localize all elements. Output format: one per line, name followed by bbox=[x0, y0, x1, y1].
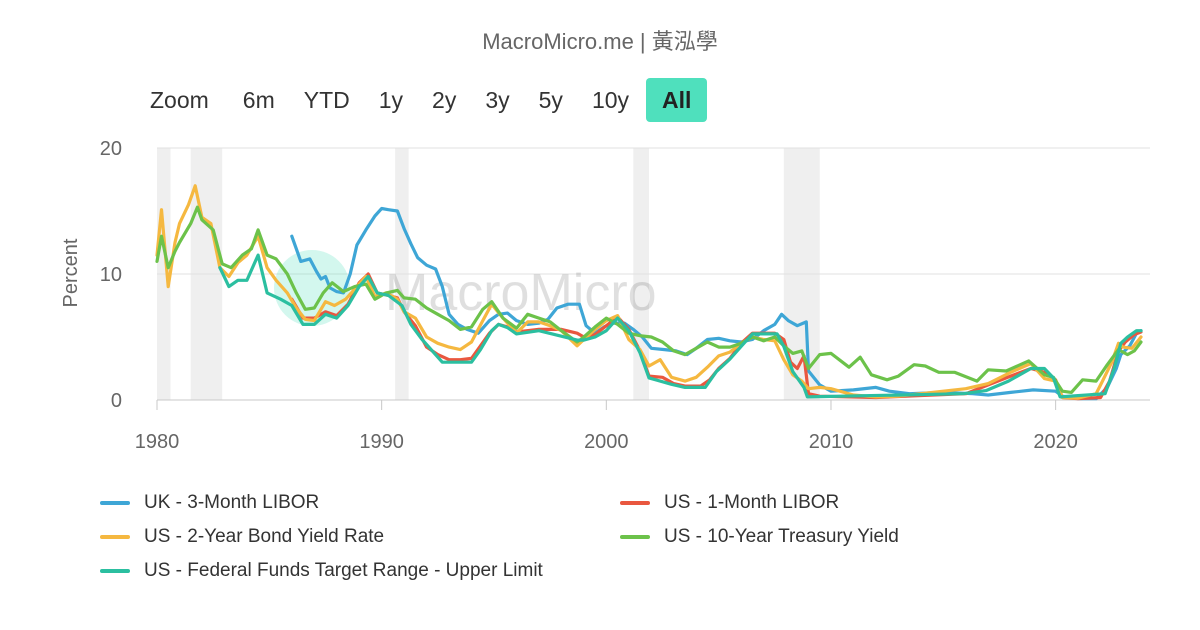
range-button-ytd[interactable]: YTD bbox=[303, 87, 350, 113]
legend-item-us-10y-yield[interactable]: US - 10-Year Treasury Yield bbox=[620, 526, 899, 548]
y-tick-label: 20 bbox=[100, 138, 122, 160]
legend: UK - 3-Month LIBOR US - 1-Month LIBOR US… bbox=[100, 492, 1100, 592]
range-selector: Zoom 6m YTD 1y 2y 3y 5y 10y All bbox=[150, 78, 712, 122]
x-tick-label: 2020 bbox=[1033, 431, 1078, 453]
grid-lines bbox=[157, 147, 1150, 401]
range-button-2y[interactable]: 2y bbox=[432, 87, 457, 113]
watermark-text: MacroMicro bbox=[385, 264, 657, 322]
legend-swatch-icon bbox=[100, 569, 130, 573]
legend-swatch-icon bbox=[100, 535, 130, 539]
legend-swatch-icon bbox=[100, 501, 130, 505]
range-button-all[interactable]: All bbox=[646, 78, 708, 122]
range-button-10y[interactable]: 10y bbox=[591, 87, 630, 113]
legend-swatch-icon bbox=[620, 535, 650, 539]
range-button-3y[interactable]: 3y bbox=[485, 87, 510, 113]
legend-label: US - Federal Funds Target Range - Upper … bbox=[144, 560, 543, 581]
x-tick-label: 1980 bbox=[135, 431, 180, 453]
legend-item-us-1m-libor[interactable]: US - 1-Month LIBOR bbox=[620, 492, 839, 514]
y-tick-label: 0 bbox=[111, 390, 122, 412]
legend-item-uk-3m-libor[interactable]: UK - 3-Month LIBOR bbox=[100, 492, 319, 514]
axes: 0 10 20 1980 1990 2000 2010 2020 bbox=[100, 138, 1078, 453]
y-tick-label: 10 bbox=[100, 264, 122, 286]
range-button-6m[interactable]: 6m bbox=[242, 87, 275, 113]
range-button-5y[interactable]: 5y bbox=[538, 87, 563, 113]
series-line-2 bbox=[155, 184, 1143, 400]
y-axis-label: Percent bbox=[60, 238, 82, 307]
legend-item-us-fed-funds-upper[interactable]: US - Federal Funds Target Range - Upper … bbox=[100, 560, 543, 582]
legend-label: US - 1-Month LIBOR bbox=[664, 492, 840, 513]
chart-credit: MacroMicro.me | 黃泓學 bbox=[482, 29, 718, 54]
legend-item-us-2y-yield[interactable]: US - 2-Year Bond Yield Rate bbox=[100, 526, 384, 548]
line-chart: MacroMicro 0 10 20 1980 1990 2000 2010 2020 Per… bbox=[60, 138, 1150, 453]
zoom-label: Zoom bbox=[150, 86, 209, 113]
legend-label: UK - 3-Month LIBOR bbox=[144, 492, 320, 513]
x-tick-label: 2000 bbox=[584, 431, 629, 453]
legend-label: US - 2-Year Bond Yield Rate bbox=[144, 526, 385, 547]
series-line-4 bbox=[218, 253, 1143, 399]
series-lines bbox=[155, 184, 1143, 401]
series-line-3 bbox=[155, 205, 1143, 394]
legend-label: US - 10-Year Treasury Yield bbox=[664, 526, 899, 547]
legend-swatch-icon bbox=[620, 501, 650, 505]
x-tick-label: 2010 bbox=[809, 431, 854, 453]
x-tick-label: 1990 bbox=[359, 431, 404, 453]
range-button-1y[interactable]: 1y bbox=[378, 87, 404, 113]
